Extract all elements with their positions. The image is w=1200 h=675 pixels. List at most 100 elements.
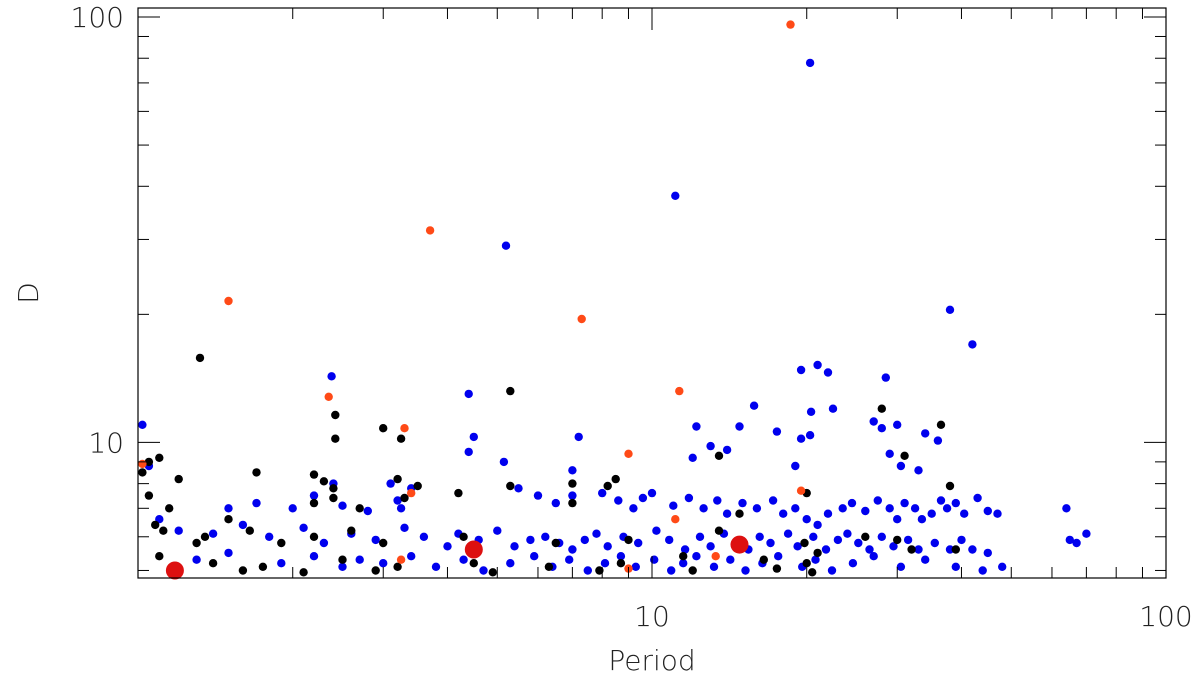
data-point bbox=[921, 429, 930, 438]
data-point bbox=[786, 20, 795, 29]
data-point bbox=[885, 449, 894, 458]
data-point bbox=[144, 491, 154, 500]
x-tick-label: 10 bbox=[634, 600, 670, 633]
data-point bbox=[407, 488, 416, 498]
data-point bbox=[896, 562, 906, 571]
x-axis-label: Period bbox=[608, 644, 695, 675]
data-point bbox=[726, 555, 735, 564]
data-point bbox=[200, 532, 210, 541]
data-point bbox=[893, 515, 902, 524]
data-point bbox=[907, 545, 916, 554]
ticks-layer bbox=[137, 8, 1167, 578]
data-point bbox=[796, 434, 806, 443]
data-point bbox=[568, 498, 577, 508]
data-point bbox=[396, 555, 406, 564]
data-point bbox=[735, 422, 744, 431]
data-point bbox=[331, 434, 340, 443]
data-point bbox=[544, 562, 554, 571]
data-point bbox=[843, 529, 852, 538]
data-point bbox=[821, 545, 831, 554]
data-point bbox=[393, 496, 402, 505]
data-point bbox=[541, 532, 550, 541]
data-point bbox=[224, 296, 233, 306]
data-point bbox=[877, 404, 886, 413]
data-point bbox=[833, 535, 843, 545]
data-point bbox=[299, 568, 308, 577]
data-point bbox=[802, 515, 811, 524]
data-point bbox=[791, 504, 800, 513]
data-point bbox=[464, 447, 473, 457]
data-point bbox=[371, 566, 380, 575]
data-point bbox=[772, 564, 782, 573]
data-point bbox=[706, 441, 715, 451]
data-point bbox=[309, 491, 319, 500]
data-point bbox=[900, 451, 909, 460]
data-point bbox=[808, 568, 817, 577]
data-point bbox=[598, 488, 607, 498]
data-point bbox=[634, 538, 643, 548]
data-point bbox=[224, 548, 233, 558]
data-point bbox=[501, 241, 511, 250]
data-point bbox=[138, 420, 147, 429]
data-point bbox=[671, 191, 680, 200]
data-point bbox=[838, 504, 847, 513]
data-point bbox=[768, 496, 778, 505]
data-point bbox=[347, 526, 356, 535]
data-point bbox=[695, 532, 705, 541]
data-point bbox=[900, 498, 909, 508]
data-point bbox=[647, 488, 657, 498]
data-point bbox=[945, 305, 955, 314]
data-point bbox=[936, 496, 946, 505]
data-point bbox=[983, 506, 992, 516]
data-point bbox=[174, 526, 183, 535]
data-point bbox=[930, 538, 939, 548]
data-point bbox=[459, 555, 468, 564]
data-point bbox=[407, 552, 416, 561]
data-point bbox=[568, 491, 577, 500]
data-point bbox=[165, 561, 184, 580]
data-point bbox=[1065, 535, 1075, 545]
x-tick-label: 100 bbox=[1139, 600, 1192, 633]
data-point bbox=[827, 566, 837, 575]
data-point bbox=[568, 466, 577, 475]
data-point bbox=[464, 389, 473, 399]
y-tick-label: 100 bbox=[71, 1, 124, 34]
data-point bbox=[174, 474, 183, 484]
data-point bbox=[1082, 529, 1091, 538]
data-point bbox=[600, 559, 610, 568]
data-point bbox=[493, 526, 502, 535]
data-point bbox=[592, 529, 601, 538]
data-point bbox=[957, 535, 966, 545]
data-point bbox=[258, 562, 268, 571]
data-point bbox=[386, 479, 395, 488]
data-point bbox=[252, 468, 261, 477]
data-point bbox=[699, 504, 708, 513]
data-point bbox=[533, 491, 543, 500]
data-point bbox=[577, 314, 586, 324]
data-point bbox=[319, 538, 329, 548]
data-point bbox=[329, 484, 338, 493]
data-point bbox=[675, 386, 684, 396]
data-point bbox=[774, 552, 783, 561]
data-point bbox=[355, 504, 364, 513]
data-point bbox=[629, 504, 638, 513]
data-point bbox=[155, 453, 164, 462]
data-point bbox=[983, 548, 992, 558]
data-point bbox=[998, 562, 1007, 571]
data-point bbox=[749, 401, 759, 410]
data-point bbox=[464, 540, 483, 559]
data-point bbox=[711, 552, 720, 561]
data-point bbox=[735, 509, 744, 518]
data-point bbox=[679, 552, 688, 561]
data-point bbox=[580, 535, 589, 545]
data-point bbox=[805, 58, 815, 68]
data-point bbox=[796, 486, 806, 495]
data-point bbox=[823, 368, 833, 377]
data-point bbox=[861, 532, 870, 541]
data-point bbox=[551, 538, 560, 548]
data-point bbox=[847, 498, 857, 508]
data-point bbox=[506, 481, 515, 491]
data-point bbox=[960, 509, 969, 518]
data-point bbox=[910, 504, 920, 513]
